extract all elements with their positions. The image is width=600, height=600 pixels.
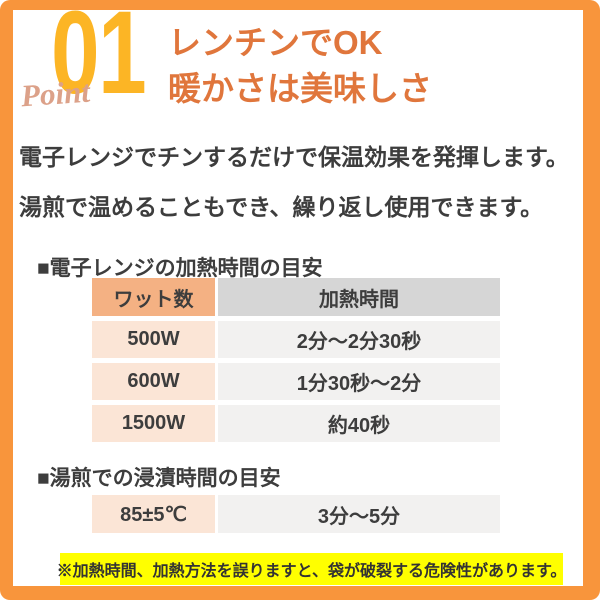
soak-time-cell: 3分～5分 [218,495,500,533]
microwave-time-table: ワット数 加熱時間 500W 2分～2分30秒 600W 1分30秒～2分 15… [92,278,500,447]
intro-line-1: 電子レンジでチンするだけで保温効果を発揮します。 [19,144,569,170]
wattage-cell: 500W [92,321,215,358]
heating-time-cell: 2分～2分30秒 [218,321,500,358]
content-panel: 01 Point レンチンでOK 暖かさは美味しさ 電子レンジでチンするだけで保… [13,0,583,586]
hot-water-time-table: 85±5℃ 3分～5分 [92,495,500,538]
warning-note: ※加熱時間、加熱方法を誤りますと、袋が破裂する危険性があります。 [57,553,566,585]
headline-line-1: レンチンでOK [168,24,383,61]
headline: レンチンでOK 暖かさは美味しさ [168,20,432,112]
microwave-section-title: ■電子レンジの加熱時間の目安 [37,257,323,280]
table-row: 500W 2分～2分30秒 [92,321,500,358]
temperature-cell: 85±5℃ [92,495,215,533]
wattage-header-cell: ワット数 [92,278,215,316]
headline-line-2: 暖かさは美味しさ [168,70,432,107]
wattage-cell: 1500W [92,405,215,442]
wattage-cell: 600W [92,363,215,400]
table-row: 85±5℃ 3分～5分 [92,495,500,533]
intro-paragraph: 電子レンジでチンするだけで保温効果を発揮します。 湯煎で温めることもでき、繰り返… [19,132,569,232]
heating-time-cell: 約40秒 [218,405,500,442]
heating-time-header-cell: 加熱時間 [218,278,500,316]
table-row: 600W 1分30秒～2分 [92,363,500,400]
point-number: 01 [51,0,147,119]
table-row: 1500W 約40秒 [92,405,500,442]
hot-water-section-title: ■湯煎での浸漬時間の目安 [37,467,281,490]
heating-time-cell: 1分30秒～2分 [218,363,500,400]
table-header-row: ワット数 加熱時間 [92,278,500,316]
point-label: Point [19,73,92,114]
intro-line-2: 湯煎で温めることもでき、繰り返し使用できます。 [19,194,544,220]
